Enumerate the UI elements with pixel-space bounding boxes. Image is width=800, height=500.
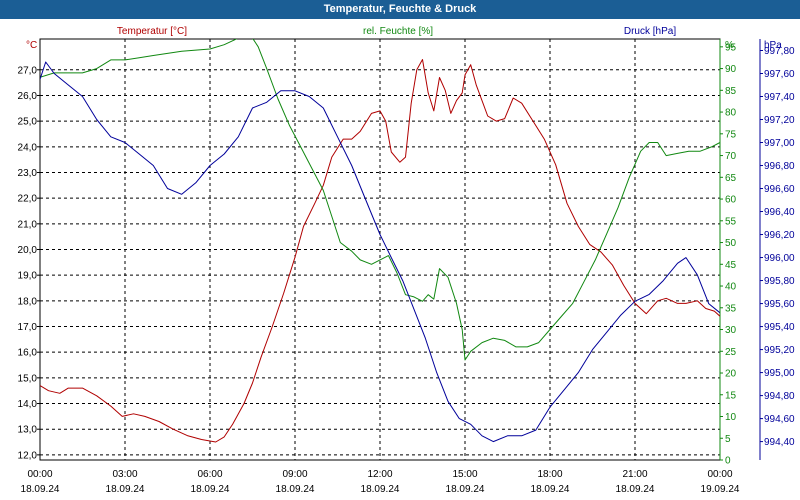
temp-tick-label: 19,0 [18, 271, 38, 282]
humidity-tick-label: 80 [725, 108, 737, 119]
pressure-tick-label: 996,60 [764, 184, 795, 195]
pressure-tick-label: 996,20 [764, 230, 795, 241]
pressure-tick-label: 995,40 [764, 322, 795, 333]
temp-tick-label: 14,0 [18, 399, 38, 410]
pressure-tick-label: 994,60 [764, 414, 795, 425]
x-tick-time: 06:00 [197, 469, 222, 480]
temp-tick-label: 12,0 [18, 450, 38, 461]
humidity-tick-label: 95 [725, 42, 737, 53]
x-tick-time: 21:00 [622, 469, 647, 480]
x-tick-date: 18.09.24 [616, 484, 655, 495]
humidity-tick-label: 25 [725, 347, 737, 358]
x-tick-date: 18.09.24 [21, 484, 60, 495]
x-tick-time: 00:00 [707, 469, 732, 480]
x-tick-time: 09:00 [282, 469, 307, 480]
pressure-tick-label: 994,40 [764, 437, 795, 448]
humidity-series-line [40, 39, 720, 361]
temp-tick-label: 27,0 [18, 65, 38, 76]
x-tick-time: 12:00 [367, 469, 392, 480]
pressure-tick-label: 997,60 [764, 69, 795, 80]
pressure-tick-label: 996,00 [764, 253, 795, 264]
humidity-tick-label: 70 [725, 151, 737, 162]
humidity-tick-label: 0 [725, 456, 731, 467]
pressure-unit-label: hPa [764, 40, 782, 51]
temp-tick-label: 20,0 [18, 245, 38, 256]
humidity-tick-label: 90 [725, 64, 737, 75]
x-tick-date: 18.09.24 [531, 484, 570, 495]
x-tick-time: 15:00 [452, 469, 477, 480]
pressure-tick-label: 995,80 [764, 276, 795, 287]
x-tick-date: 19.09.24 [701, 484, 740, 495]
humidity-tick-label: 60 [725, 195, 737, 206]
temp-tick-label: 23,0 [18, 168, 38, 179]
x-tick-date: 18.09.24 [446, 484, 485, 495]
temp-tick-label: 15,0 [18, 373, 38, 384]
temp-tick-label: 24,0 [18, 142, 38, 153]
pressure-tick-label: 997,00 [764, 138, 795, 149]
humidity-tick-label: 65 [725, 173, 737, 184]
pressure-tick-label: 995,00 [764, 368, 795, 379]
humidity-tick-label: 40 [725, 282, 737, 293]
humidity-tick-label: 85 [725, 86, 737, 97]
humidity-tick-label: 35 [725, 303, 737, 314]
humidity-tick-label: 15 [725, 390, 737, 401]
humidity-tick-label: 50 [725, 238, 737, 249]
x-tick-date: 18.09.24 [106, 484, 145, 495]
temp-tick-label: 16,0 [18, 348, 38, 359]
temp-tick-label: 21,0 [18, 219, 38, 230]
pressure-tick-label: 996,80 [764, 161, 795, 172]
pressure-tick-label: 995,20 [764, 345, 795, 356]
humidity-tick-label: 75 [725, 129, 737, 140]
humidity-tick-label: 30 [725, 325, 737, 336]
temp-tick-label: 26,0 [18, 91, 38, 102]
x-tick-date: 18.09.24 [276, 484, 315, 495]
pressure-tick-label: 997,80 [764, 46, 795, 57]
temp-tick-label: 22,0 [18, 194, 38, 205]
temp-tick-label: 18,0 [18, 296, 38, 307]
humidity-tick-label: 10 [725, 412, 737, 423]
pressure-tick-label: 995,60 [764, 299, 795, 310]
temp-tick-label: 17,0 [18, 322, 38, 333]
chart-title: Temperatur, Feuchte & Druck [0, 0, 800, 19]
humidity-tick-label: 55 [725, 216, 737, 227]
pressure-series-label: Druck [hPa] [624, 26, 676, 37]
x-tick-date: 18.09.24 [191, 484, 230, 495]
x-tick-time: 03:00 [112, 469, 137, 480]
x-tick-date: 18.09.24 [361, 484, 400, 495]
pressure-tick-label: 997,40 [764, 92, 795, 103]
humidity-tick-label: 20 [725, 369, 737, 380]
humidity-tick-label: 45 [725, 260, 737, 271]
temp-series-label: Temperatur [°C] [117, 26, 187, 37]
x-tick-time: 00:00 [27, 469, 52, 480]
humidity-tick-label: 5 [725, 434, 731, 445]
pressure-tick-label: 997,20 [764, 115, 795, 126]
temp-tick-label: 13,0 [18, 425, 38, 436]
humidity-unit-label: % [725, 40, 734, 51]
temp-tick-label: 25,0 [18, 117, 38, 128]
x-tick-time: 18:00 [537, 469, 562, 480]
pressure-tick-label: 996,40 [764, 207, 795, 218]
pressure-tick-label: 994,80 [764, 391, 795, 402]
temp-unit-label: °C [26, 40, 37, 51]
pressure-series-line [40, 61, 720, 443]
humidity-series-label: rel. Feuchte [%] [363, 26, 433, 37]
